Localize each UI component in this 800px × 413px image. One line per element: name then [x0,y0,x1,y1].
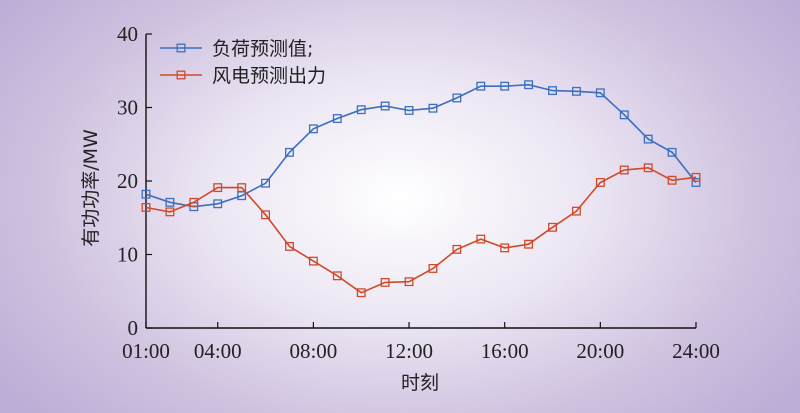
data-point [643,163,653,173]
data-point [643,134,653,144]
x-tick-label: 20:00 [576,339,624,363]
y-tick-label: 40 [117,22,138,46]
x-tick-label: 01:00 [122,339,170,363]
data-point [356,105,366,115]
data-point [261,178,271,188]
data-point [380,277,390,287]
data-point [428,103,438,113]
y-tick-label: 10 [117,243,138,267]
legend-marker [176,70,186,80]
data-point [595,88,605,98]
data-point [691,172,701,182]
data-point [500,81,510,91]
legend-label: 风电预测出力 [212,65,326,87]
legend: 负荷预测值; 风电预测出力 [160,38,326,87]
data-point [261,210,271,220]
data-point [500,243,510,253]
data-point [308,124,318,134]
data-point [332,114,342,123]
data-point [452,244,462,254]
legend-marker [176,43,186,53]
data-point [476,234,486,244]
data-point [356,288,366,298]
data-point [404,277,414,287]
data-point [428,264,438,273]
data-point [141,203,151,212]
data-point [619,165,629,175]
data-point [595,178,605,187]
data-point [667,175,677,185]
x-tick-label: 12:00 [385,339,433,363]
data-point [619,110,629,120]
x-tick-label: 24:00 [672,339,720,363]
x-tick-label: 04:00 [194,339,242,363]
data-point [380,101,390,111]
data-point [548,86,557,96]
data-point [285,147,294,157]
data-point [308,256,318,266]
x-tick-label: 16:00 [481,339,529,363]
data-point [667,147,677,157]
series-2 [141,163,701,298]
series-lines [141,80,701,298]
data-point [571,86,581,96]
data-point [237,183,247,193]
y-axis-title: 有功功率/MW [80,129,102,247]
data-point [571,206,581,216]
x-axis-title: 时刻 [401,372,439,394]
y-tick-label: 20 [117,169,138,193]
data-point [524,80,534,90]
data-point [213,183,223,193]
y-tick-label: 30 [117,96,138,120]
data-point [141,189,151,199]
data-point [476,81,486,91]
data-point [213,199,223,209]
data-point [332,271,342,281]
data-point [285,241,294,251]
axis-ticks: 0 10 20 30 40 01:00 04:00 08:00 12:00 16:00 20:00 2… [117,22,720,363]
data-point [691,178,701,187]
y-tick-label: 0 [128,316,139,340]
legend-label: 负荷预测值; [212,38,313,60]
data-point [165,207,175,217]
data-point [404,105,414,115]
data-point [452,93,462,103]
data-point [548,222,557,232]
x-tick-label: 08:00 [289,339,337,363]
data-point [165,197,175,207]
series-1 [141,80,701,212]
data-point [524,239,534,249]
series-line [145,166,697,294]
data-point [189,197,199,207]
